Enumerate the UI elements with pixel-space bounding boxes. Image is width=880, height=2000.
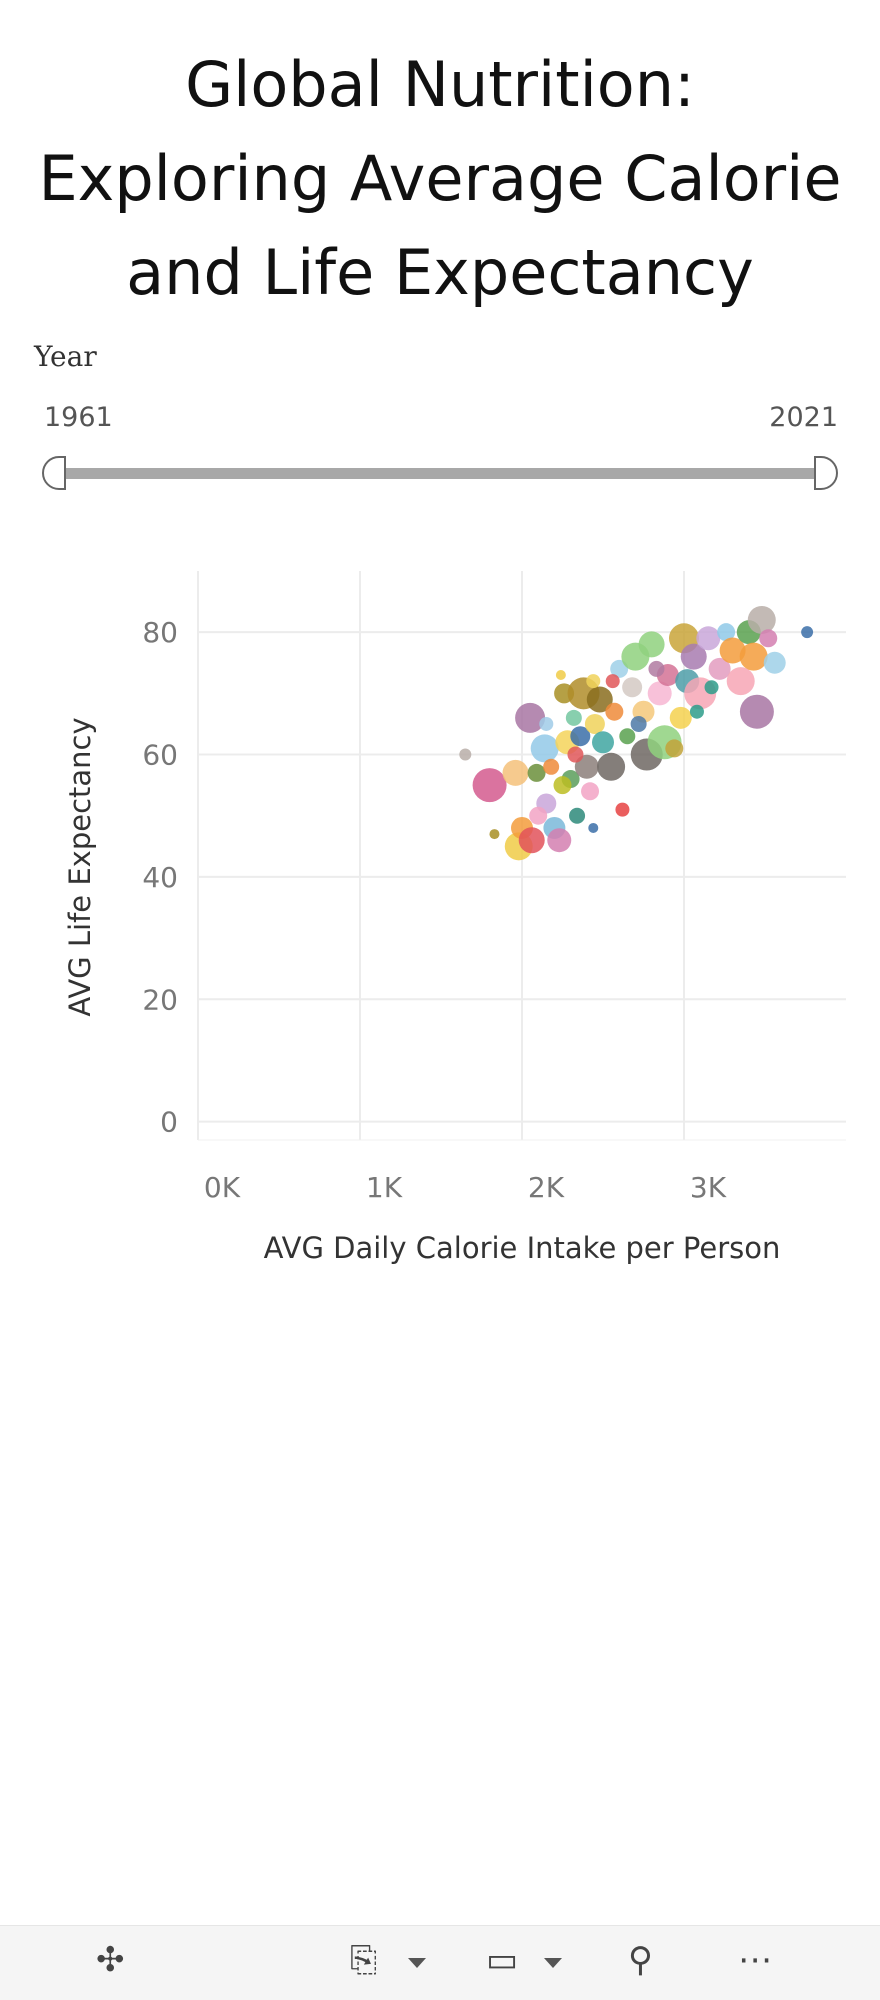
y-tick-label: 0 bbox=[160, 1106, 178, 1139]
data-point[interactable] bbox=[696, 626, 721, 651]
data-point[interactable] bbox=[759, 629, 778, 648]
chart-points bbox=[459, 605, 814, 861]
data-point[interactable] bbox=[801, 626, 814, 639]
data-point[interactable] bbox=[547, 828, 572, 853]
data-point[interactable] bbox=[605, 702, 624, 721]
data-point[interactable] bbox=[622, 677, 643, 698]
data-point[interactable] bbox=[553, 776, 572, 795]
scatter-chart[interactable]: 0K 1K 2K 3K 0 20 40 60 80 AVG Daily Calorie Int… bbox=[0, 555, 880, 1285]
data-point[interactable] bbox=[527, 763, 546, 782]
data-point[interactable] bbox=[619, 728, 636, 745]
data-point[interactable] bbox=[472, 768, 507, 803]
data-point[interactable] bbox=[669, 706, 692, 729]
y-tick-label: 20 bbox=[142, 983, 178, 1016]
y-tick-label: 40 bbox=[142, 861, 178, 894]
data-point[interactable] bbox=[689, 704, 704, 719]
device-caret-icon[interactable] bbox=[544, 1958, 562, 1968]
x-axis-label: AVG Daily Calorie Intake per Person bbox=[264, 1231, 781, 1265]
data-point[interactable] bbox=[529, 806, 548, 825]
data-point[interactable] bbox=[647, 681, 672, 706]
x-tick-label: 3K bbox=[690, 1171, 727, 1204]
data-point[interactable] bbox=[648, 660, 665, 677]
dashboard-title: Global Nutrition: Exploring Average Calo… bbox=[0, 38, 880, 320]
data-point[interactable] bbox=[459, 748, 472, 761]
data-point[interactable] bbox=[704, 680, 719, 695]
data-point[interactable] bbox=[630, 715, 647, 732]
year-slider-min-handle[interactable] bbox=[42, 456, 66, 490]
data-point[interactable] bbox=[555, 670, 566, 681]
data-point[interactable] bbox=[581, 782, 600, 801]
y-axis-label: AVG Life Expectancy bbox=[63, 717, 97, 1016]
data-point[interactable] bbox=[530, 734, 559, 763]
title-line-3: and Life Expectancy bbox=[126, 236, 754, 309]
data-point[interactable] bbox=[592, 731, 614, 754]
x-axis-ticks: 0K 1K 2K 3K bbox=[204, 1171, 727, 1204]
data-point[interactable] bbox=[489, 829, 500, 840]
data-point[interactable] bbox=[502, 759, 529, 786]
data-point[interactable] bbox=[638, 631, 665, 658]
data-point[interactable] bbox=[747, 605, 776, 634]
y-axis-ticks: 0 20 40 60 80 bbox=[142, 616, 178, 1138]
data-point[interactable] bbox=[543, 758, 560, 775]
data-point[interactable] bbox=[726, 667, 755, 696]
tableau-logo-icon[interactable]: ✣ bbox=[96, 1940, 125, 1980]
data-point[interactable] bbox=[605, 674, 620, 689]
download-caret-icon[interactable] bbox=[408, 1958, 426, 1968]
data-point[interactable] bbox=[708, 657, 731, 680]
toolbar: ✣ ⎘ ▭ ⚲ ⋯ bbox=[0, 1925, 880, 2000]
year-range-max: 2021 bbox=[769, 402, 838, 433]
data-point[interactable] bbox=[739, 694, 774, 729]
data-point[interactable] bbox=[763, 651, 786, 674]
title-line-2: Exploring Average Calorie bbox=[38, 142, 842, 215]
data-point[interactable] bbox=[665, 739, 684, 758]
share-icon[interactable]: ⚲ bbox=[628, 1940, 653, 1980]
data-point[interactable] bbox=[574, 754, 599, 779]
data-point[interactable] bbox=[570, 726, 591, 747]
y-tick-label: 60 bbox=[142, 739, 178, 772]
chart-grid bbox=[197, 571, 846, 1141]
data-point[interactable] bbox=[518, 827, 545, 854]
data-point[interactable] bbox=[615, 802, 630, 817]
data-point[interactable] bbox=[569, 807, 586, 824]
data-point[interactable] bbox=[717, 623, 736, 642]
x-tick-label: 2K bbox=[528, 1171, 565, 1204]
data-point[interactable] bbox=[586, 674, 601, 689]
title-line-1: Global Nutrition: bbox=[185, 48, 695, 121]
year-slider-track[interactable] bbox=[54, 468, 826, 479]
data-point[interactable] bbox=[565, 709, 582, 726]
data-point[interactable] bbox=[680, 643, 707, 670]
data-point[interactable] bbox=[739, 642, 768, 671]
x-tick-label: 0K bbox=[204, 1171, 241, 1204]
more-icon[interactable]: ⋯ bbox=[738, 1940, 772, 1980]
data-point[interactable] bbox=[586, 686, 613, 713]
year-range-min: 1961 bbox=[44, 402, 113, 433]
data-point[interactable] bbox=[539, 716, 554, 731]
y-tick-label: 80 bbox=[142, 616, 178, 649]
x-tick-label: 1K bbox=[366, 1171, 403, 1204]
year-filter-label: Year bbox=[34, 340, 97, 373]
data-point[interactable] bbox=[515, 702, 546, 733]
download-icon[interactable]: ⎘ bbox=[350, 1940, 378, 1980]
data-point[interactable] bbox=[567, 746, 584, 763]
data-point[interactable] bbox=[597, 752, 626, 781]
data-point[interactable] bbox=[584, 713, 605, 734]
year-slider-max-handle[interactable] bbox=[814, 456, 838, 490]
device-layout-icon[interactable]: ▭ bbox=[486, 1940, 519, 1980]
data-point[interactable] bbox=[610, 659, 629, 678]
data-point[interactable] bbox=[719, 637, 746, 664]
data-point[interactable] bbox=[588, 822, 599, 833]
